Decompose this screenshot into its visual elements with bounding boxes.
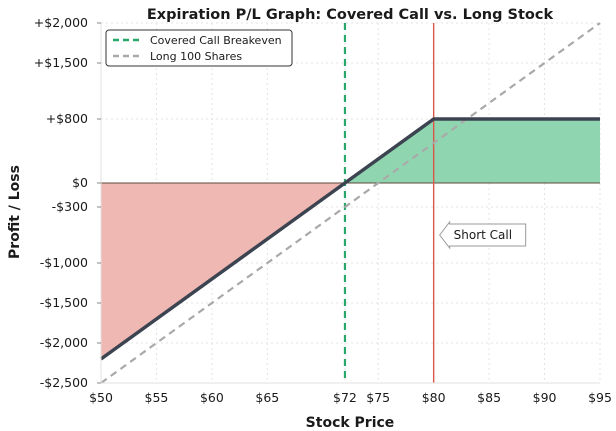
x-tick-label: $90 <box>533 390 557 405</box>
legend-box <box>105 29 293 67</box>
y-axis-label: Profit / Loss <box>7 165 23 259</box>
short-call-label: Short Call <box>454 228 512 242</box>
y-tick-label: +$2,000 <box>34 15 88 30</box>
x-tick-label: $55 <box>145 390 169 405</box>
short-call-annotation: Short Call <box>439 220 527 250</box>
x-tick-label: $60 <box>200 390 224 405</box>
chart-title: Expiration P/L Graph: Covered Call vs. L… <box>147 7 554 23</box>
y-tick-label: -$2,000 <box>40 335 88 350</box>
y-tick-label: -$1,000 <box>40 255 88 270</box>
x-tick-label: $85 <box>477 390 501 405</box>
y-tick-label: -$300 <box>52 199 88 214</box>
series-lines <box>99 22 601 384</box>
short-call-arrow-box <box>439 220 527 250</box>
tick-labels: $50 $55 $60 $65 $72 $75 $80 $85 $90 $95 +$2,000 +$1… <box>34 15 612 405</box>
x-tick-label: $50 <box>89 390 113 405</box>
x-axis-label: Stock Price <box>306 415 395 431</box>
legend-label-breakeven: Covered Call Breakeven <box>150 34 282 47</box>
y-tick-label: -$2,500 <box>40 375 88 390</box>
legend-label-long-stock: Long 100 Shares <box>150 50 242 63</box>
x-tick-label: $65 <box>255 390 279 405</box>
x-tick-label: $72 <box>333 390 357 405</box>
legend: Covered Call Breakeven Long 100 Shares <box>105 29 293 67</box>
covered-call-line <box>99 117 600 361</box>
y-tick-label: $0 <box>72 175 88 190</box>
long-stock-line <box>100 22 601 384</box>
x-tick-label: $75 <box>366 390 390 405</box>
y-tick-label: -$1,500 <box>40 295 88 310</box>
reference-lines <box>101 23 600 383</box>
y-tick-label: +$1,500 <box>34 55 88 70</box>
profit-region <box>344 119 600 183</box>
y-tick-label: +$800 <box>46 111 88 126</box>
x-tick-label: $80 <box>422 390 446 405</box>
axes <box>100 23 600 384</box>
x-tick-label: $95 <box>588 390 612 405</box>
